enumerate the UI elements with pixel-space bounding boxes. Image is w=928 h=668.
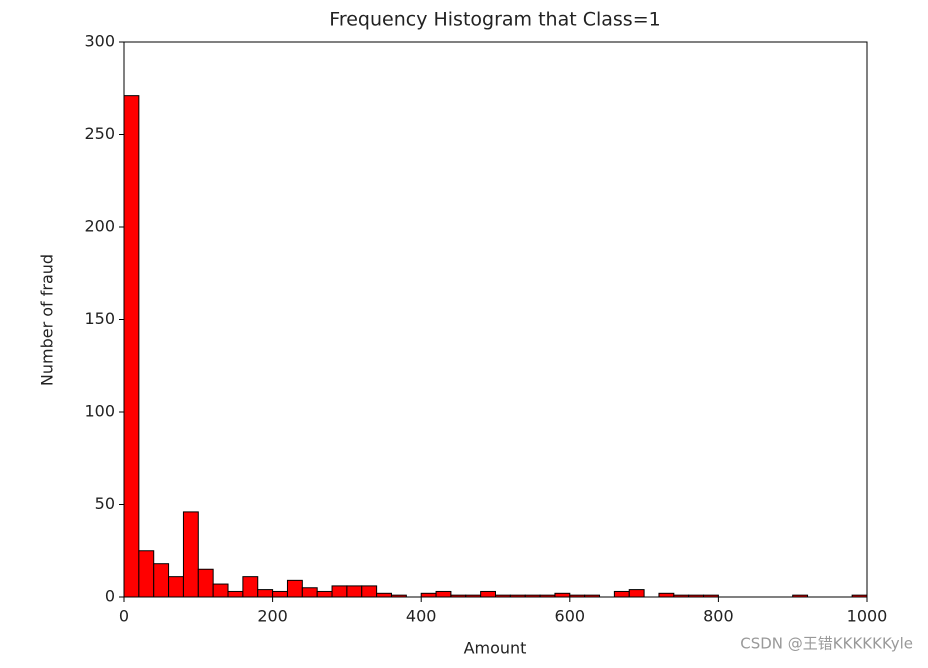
x-axis-label: Amount xyxy=(464,639,527,658)
y-tick-label: 200 xyxy=(84,217,115,236)
chart-title: Frequency Histogram that Class=1 xyxy=(329,9,660,31)
bar xyxy=(346,585,363,598)
bar xyxy=(628,589,645,598)
x-tick-label: 800 xyxy=(703,607,734,626)
bar xyxy=(168,576,184,598)
x-tick-label: 200 xyxy=(257,607,288,626)
bar xyxy=(153,563,170,598)
y-axis-label: Number of fraud xyxy=(38,254,57,386)
x-tick-label: 600 xyxy=(555,607,586,626)
bar xyxy=(435,590,452,598)
bar xyxy=(658,592,675,598)
bar xyxy=(420,592,437,598)
bar xyxy=(123,95,140,598)
bar xyxy=(272,590,288,598)
y-tick-label: 250 xyxy=(84,124,115,143)
y-tick-label: 150 xyxy=(84,309,115,328)
bar xyxy=(316,590,333,598)
bar xyxy=(286,579,303,598)
bar xyxy=(361,585,378,598)
bar xyxy=(554,592,571,598)
bar xyxy=(480,590,497,598)
y-tick-label: 0 xyxy=(105,587,115,606)
plot-frame xyxy=(123,41,868,598)
bar xyxy=(301,587,318,598)
bar xyxy=(331,585,348,598)
bar xyxy=(138,550,155,598)
x-tick-label: 1000 xyxy=(847,607,888,626)
bar xyxy=(212,583,229,598)
bar xyxy=(376,592,392,598)
y-tick-label: 50 xyxy=(95,494,115,513)
bar xyxy=(197,568,214,598)
bar xyxy=(613,590,630,598)
bar xyxy=(257,589,274,598)
watermark: CSDN @王错KKKKKKyle xyxy=(740,635,913,653)
x-tick-label: 0 xyxy=(119,607,129,626)
y-tick-label: 100 xyxy=(84,402,115,421)
bar xyxy=(242,576,259,598)
y-tick-label: 300 xyxy=(84,32,115,51)
bar xyxy=(227,590,244,598)
bar xyxy=(182,511,199,598)
x-tick-label: 400 xyxy=(406,607,437,626)
